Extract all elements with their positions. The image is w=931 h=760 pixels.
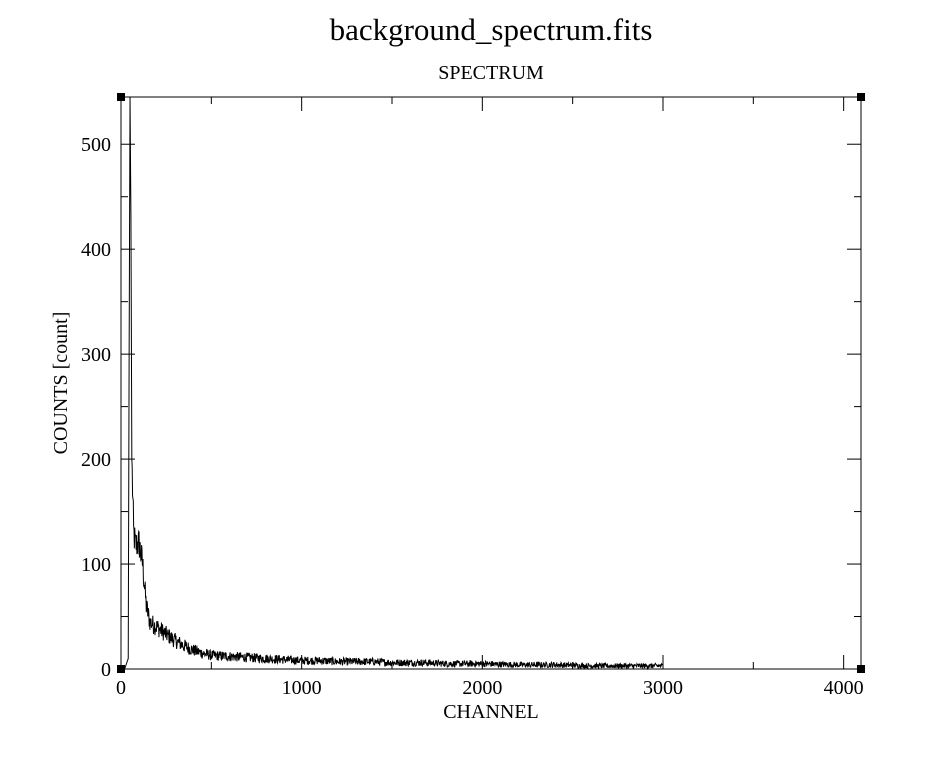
axis-ticks: 0 1000 2000 3000 4000 0 100 200 300 400 500: [81, 97, 864, 699]
x-axis-label: CHANNEL: [443, 701, 539, 723]
corner-marker: [117, 665, 125, 673]
corner-marker: [117, 93, 125, 101]
y-tick-label: 500: [81, 134, 111, 156]
y-tick-label: 100: [81, 554, 111, 576]
y-axis-label: COUNTS [count]: [50, 312, 72, 455]
x-tick-label: 1000: [282, 677, 322, 699]
y-tick-label: 200: [81, 449, 111, 471]
chart-title: background_spectrum.fits: [330, 12, 653, 47]
corner-marker: [857, 665, 865, 673]
x-tick-label: 4000: [824, 677, 864, 699]
corner-marker: [857, 93, 865, 101]
x-tick-label: 0: [116, 677, 126, 699]
chart-subtitle: SPECTRUM: [438, 62, 544, 84]
y-tick-label: 400: [81, 239, 111, 261]
y-tick-label: 0: [101, 659, 111, 681]
x-tick-label: 2000: [462, 677, 502, 699]
plot-frame: [120, 96, 862, 670]
series-line: [121, 96, 664, 671]
y-tick-label: 300: [81, 344, 111, 366]
x-tick-label: 3000: [643, 677, 683, 699]
frame-corner-markers: [117, 93, 865, 673]
